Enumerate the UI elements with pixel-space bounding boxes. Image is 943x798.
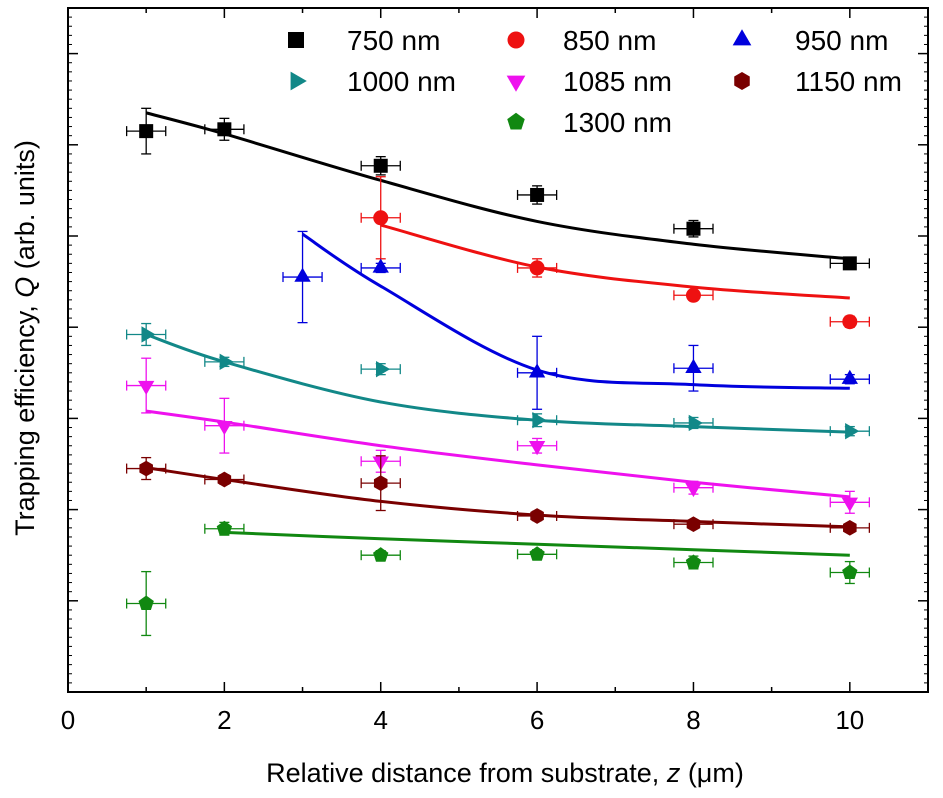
series-1150-nm [125,455,871,536]
x-tick-label: 10 [835,705,864,735]
legend-marker [732,29,752,46]
legend-label: 750 nm [347,25,440,56]
data-point [373,158,388,173]
data-point [686,221,701,236]
data-point [219,353,234,371]
legend-marker [288,32,304,48]
data-point [138,380,155,396]
legend-label: 1000 nm [347,66,456,97]
data-point [532,412,547,429]
plot-frame [67,7,929,693]
data-point [841,497,858,512]
data-point [845,422,860,440]
x-tick-label: 8 [686,705,700,735]
legend-item: 850 nm [507,25,656,56]
legend-item: 1150 nm [734,66,902,97]
data-point [688,414,703,432]
legend-label: 1085 nm [563,66,672,97]
legend-label: 1150 nm [795,66,902,97]
x-axis-label-text: Relative distance from substrate, [266,758,667,788]
x-axis-label-unit: (μm) [680,758,744,788]
legend-marker [507,31,525,49]
data-point [373,475,388,491]
x-tick-label: 6 [530,705,544,735]
x-axis-label-var: z [666,758,681,788]
x-tick-label: 0 [61,705,75,735]
data-point [139,124,154,139]
series-850-nm [360,176,871,330]
data-point [530,187,545,202]
series-750-nm [125,107,871,271]
data-point [216,420,233,436]
legend-label: 850 nm [563,25,656,56]
data-point [217,122,232,137]
series-950-nm [282,230,871,410]
data-point [529,546,545,561]
data-point [686,516,701,533]
data-point [373,547,389,562]
fit-line [224,530,850,557]
data-point [216,520,233,536]
data-point [530,508,544,524]
plot-area: 0 2 4 6 8 10 [61,7,929,735]
data-point [138,595,154,611]
fit-line [380,223,850,300]
legend-item: 1085 nm [506,66,672,97]
legend-item: 950 nm [732,25,888,56]
y-axis-label-var: Q [10,277,40,298]
data-point [685,482,702,498]
legend-item: 1000 nm [290,66,456,97]
data-point [841,369,858,384]
legend-label: 950 nm [795,25,888,56]
x-tick-label: 4 [373,705,387,735]
data-point [372,258,389,273]
x-axis-label: Relative distance from substrate, z (μm) [266,758,744,788]
data-point [685,358,702,373]
data-point [373,210,389,226]
data-point [842,314,858,330]
data-point [294,267,311,282]
y-axis-label-unit: (arb. units) [10,140,40,277]
y-axis-label: Trapping efficiency, Q (arb. units) [10,140,40,536]
data-point [842,564,858,580]
legend-marker [506,75,526,92]
legend-item: 1300 nm [507,107,672,138]
y-axis-label-text: Trapping efficiency, [10,298,40,536]
data-point [528,441,546,456]
data-point [141,326,156,343]
series-1000-nm [125,322,871,440]
legend: 750 nm 850 nm 950 nm 1000 nm 1085 nm 1150 nm 1… [288,25,902,138]
data-point [217,471,232,488]
legend-label: 1300 nm [563,107,672,138]
legend-marker [507,112,525,130]
data-point [139,460,153,477]
x-tick-label: 2 [217,705,231,735]
data-point [528,363,546,378]
legend-marker [734,72,750,90]
data-point [843,520,857,536]
legend-item: 750 nm [288,25,440,56]
series-1085-nm [125,357,871,514]
data-point [842,256,857,271]
data-point [685,554,702,570]
data-point [685,287,701,303]
legend-marker [290,71,307,91]
series-1300-nm [125,520,871,637]
data-point [529,260,545,276]
data-point [376,360,391,378]
